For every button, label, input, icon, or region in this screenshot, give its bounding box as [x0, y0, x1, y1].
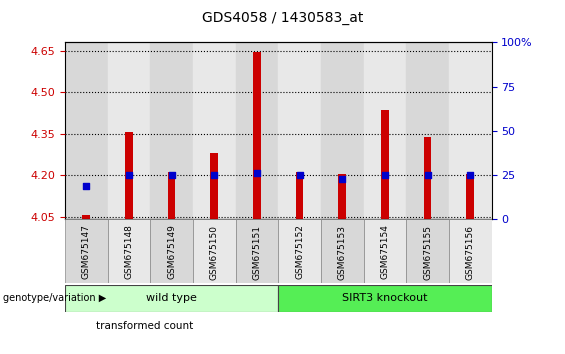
Bar	[193, 219, 236, 283]
Bar	[279, 219, 321, 283]
Bar	[364, 42, 406, 219]
Text: genotype/variation ▶: genotype/variation ▶	[3, 293, 106, 303]
Point	[466, 172, 475, 178]
Point	[380, 172, 389, 178]
Text: transformed count: transformed count	[96, 321, 193, 331]
Bar	[150, 42, 193, 219]
Bar	[236, 42, 278, 219]
Text: GSM675152: GSM675152	[295, 224, 304, 279]
Bar	[449, 219, 492, 283]
Point	[295, 172, 304, 178]
Bar	[338, 174, 346, 219]
Text: GSM675150: GSM675150	[210, 224, 219, 280]
Bar	[168, 172, 176, 219]
Bar	[424, 137, 432, 219]
Text: GSM675149: GSM675149	[167, 224, 176, 279]
Bar	[279, 42, 321, 219]
Bar	[65, 219, 107, 283]
Text: GSM675155: GSM675155	[423, 224, 432, 280]
Bar	[406, 42, 449, 219]
Bar	[107, 219, 150, 283]
Bar	[321, 219, 364, 283]
Point	[167, 172, 176, 178]
Text: GSM675151: GSM675151	[253, 224, 262, 280]
Point	[124, 172, 133, 178]
Bar	[65, 42, 107, 219]
Bar	[253, 52, 261, 219]
Bar	[406, 219, 449, 283]
Bar	[150, 219, 193, 283]
Text: GSM675148: GSM675148	[124, 224, 133, 279]
Bar	[381, 110, 389, 219]
Bar	[279, 285, 492, 312]
Bar	[107, 42, 150, 219]
Text: wild type: wild type	[146, 293, 197, 303]
Bar	[210, 153, 218, 219]
Point	[82, 183, 91, 189]
Bar	[466, 174, 474, 219]
Bar	[321, 42, 364, 219]
Bar	[364, 219, 406, 283]
Bar	[82, 215, 90, 219]
Bar	[125, 132, 133, 219]
Point	[253, 171, 262, 176]
Bar	[449, 42, 492, 219]
Bar	[295, 172, 303, 219]
Text: GDS4058 / 1430583_at: GDS4058 / 1430583_at	[202, 11, 363, 25]
Point	[338, 176, 347, 182]
Point	[210, 172, 219, 178]
Text: GSM675147: GSM675147	[82, 224, 91, 279]
Text: GSM675156: GSM675156	[466, 224, 475, 280]
Text: GSM675154: GSM675154	[380, 224, 389, 279]
Bar	[65, 285, 278, 312]
Bar	[193, 42, 236, 219]
Point	[423, 172, 432, 178]
Text: GSM675153: GSM675153	[338, 224, 347, 280]
Text: SIRT3 knockout: SIRT3 knockout	[342, 293, 428, 303]
Bar	[236, 219, 278, 283]
